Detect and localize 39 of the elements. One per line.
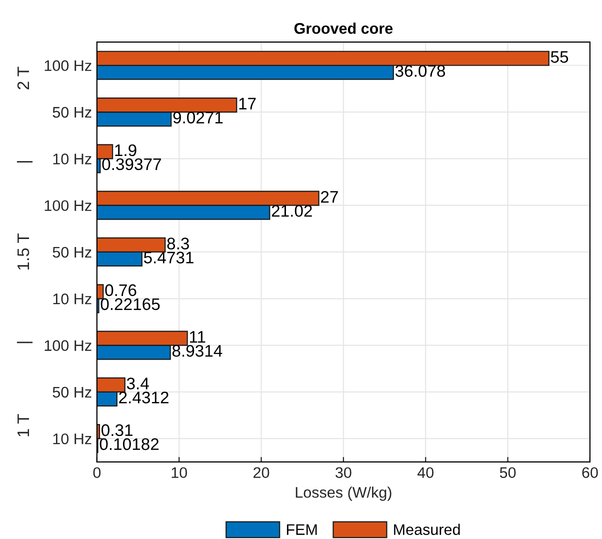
y-tick-label: 50 Hz	[52, 246, 92, 258]
data-label: 27	[321, 191, 338, 203]
x-axis-title: Losses (W/kg)	[296, 486, 392, 501]
data-label: 5.4731	[144, 252, 194, 264]
data-label: 9.0271	[173, 112, 223, 124]
data-label: 0.22165	[100, 298, 160, 310]
y-tick-label: 10 Hz	[53, 433, 92, 444]
chart-title: Grooved core	[294, 22, 393, 34]
data-label: 36.078	[395, 65, 446, 77]
x-tick-label: 10	[172, 467, 187, 478]
data-label: 17	[239, 98, 256, 110]
legend-label: FEM	[286, 524, 317, 535]
data-label: 8.3	[167, 238, 189, 250]
data-label: 2.4312	[119, 392, 168, 404]
y-tick-label: 10 Hz	[53, 154, 92, 164]
data-label: 0.39377	[102, 158, 161, 170]
data-label: 0.31	[102, 424, 132, 436]
data-label: 1.9	[115, 144, 136, 156]
data-label: 3.4	[126, 378, 149, 390]
data-label: 21.02	[272, 205, 312, 217]
y-axis-title: 1 T | 1.5 T | 2 T	[16, 66, 33, 436]
data-label: 0.76	[105, 284, 136, 296]
data-label: 55	[550, 51, 568, 63]
y-tick-label: 50 Hz	[52, 386, 92, 398]
x-tick-label: 60	[582, 467, 598, 478]
y-tick-label: 50 Hz	[52, 106, 92, 118]
x-tick-label: 0	[93, 467, 101, 478]
y-tick-label: 100 Hz	[44, 60, 92, 72]
y-tick-label: 100 Hz	[44, 200, 92, 212]
y-tick-label: 100 Hz	[44, 340, 92, 351]
x-tick-label: 30	[336, 467, 352, 478]
x-tick-label: 40	[417, 467, 434, 478]
data-label: 8.9314	[172, 344, 222, 357]
data-label: 11	[190, 331, 206, 343]
x-tick-label: 50	[500, 467, 516, 478]
legend-label: Measured	[394, 524, 460, 535]
x-tick-label: 20	[254, 467, 270, 478]
data-label: 0.10182	[100, 438, 159, 450]
y-tick-label: 10 Hz	[53, 294, 92, 304]
